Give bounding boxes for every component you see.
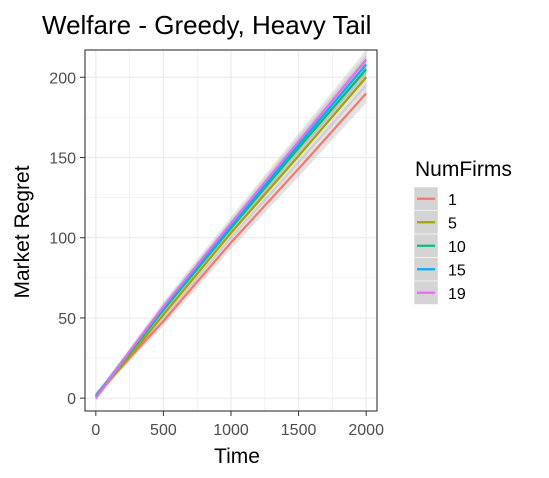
x-tick-label: 1000: [213, 422, 249, 439]
legend-label-1: 1: [448, 192, 457, 209]
legend-title: NumFirms: [415, 158, 512, 181]
y-tick-label: 100: [49, 231, 76, 248]
y-axis-title: Market Regret: [11, 165, 34, 298]
plot-area: 0 500 1000 1500 2000 0 50 100 150 200: [49, 49, 384, 439]
legend-label-5: 5: [448, 215, 457, 232]
legend-label-10: 10: [448, 239, 466, 256]
legend-label-19: 19: [448, 286, 466, 303]
x-tick-label: 2000: [348, 422, 384, 439]
x-tick-label: 500: [150, 422, 177, 439]
x-tick-label: 0: [91, 422, 100, 439]
y-tick-label: 200: [49, 70, 76, 87]
y-tick-label: 50: [58, 311, 76, 328]
chart-title: Welfare - Greedy, Heavy Tail: [42, 10, 371, 40]
series-line-5: [94, 76, 368, 398]
x-axis-title: Time: [214, 445, 260, 468]
y-tick-label: 150: [49, 150, 76, 167]
legend-label-15: 15: [448, 262, 466, 279]
series-line-19: [94, 58, 368, 399]
y-tick-label: 0: [67, 391, 76, 408]
plot-border: [84, 49, 378, 412]
x-tick-label: 1500: [281, 422, 317, 439]
